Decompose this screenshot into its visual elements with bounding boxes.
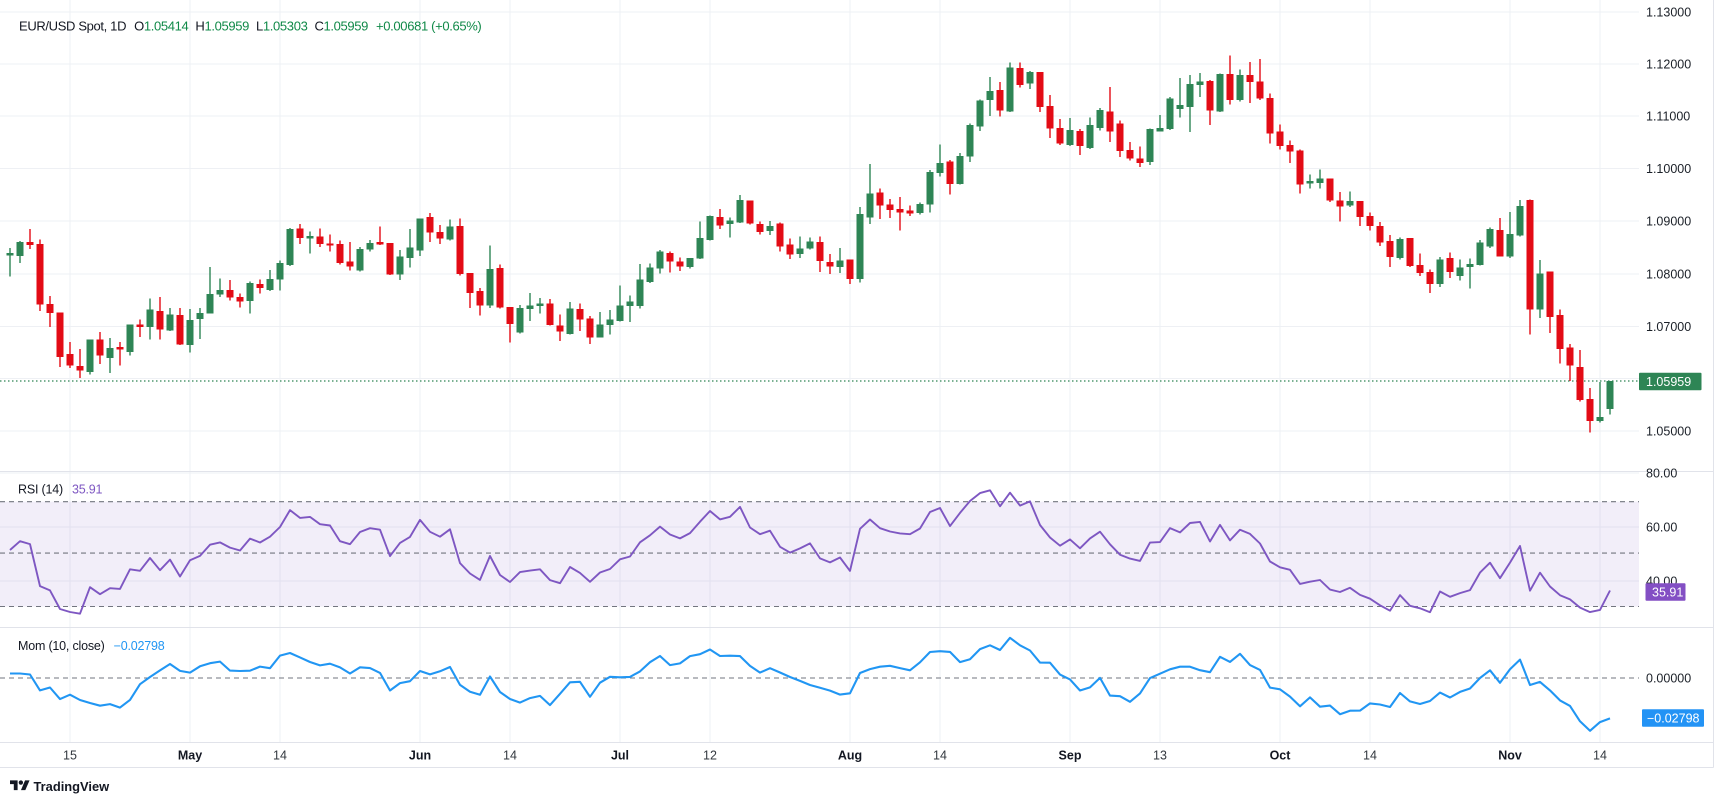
svg-text:1.10000: 1.10000 [1646, 162, 1691, 176]
svg-text:15: 15 [63, 749, 77, 763]
svg-text:14: 14 [1363, 749, 1377, 763]
svg-text:1.11000: 1.11000 [1646, 110, 1690, 124]
svg-text:0.00000: 0.00000 [1646, 672, 1691, 686]
svg-text:35.91: 35.91 [1652, 586, 1683, 600]
svg-text:May: May [178, 749, 202, 763]
svg-text:1.07000: 1.07000 [1646, 320, 1691, 334]
svg-text:80.00: 80.00 [1646, 467, 1677, 481]
svg-text:Jul: Jul [611, 749, 629, 763]
svg-text:−0.02798: −0.02798 [1647, 712, 1700, 726]
svg-text:Oct: Oct [1270, 749, 1292, 763]
svg-text:RSI (14)35.91: RSI (14) 35.91 [18, 483, 102, 497]
svg-text:Aug: Aug [838, 749, 862, 763]
svg-text:Sep: Sep [1059, 749, 1082, 763]
svg-text:1.13000: 1.13000 [1646, 6, 1691, 20]
svg-text:Nov: Nov [1498, 749, 1522, 763]
svg-text:14: 14 [273, 749, 287, 763]
svg-text:1.08000: 1.08000 [1646, 268, 1691, 282]
svg-text:1.05959: 1.05959 [1646, 375, 1691, 389]
svg-text:Mom (10, close)−0.02798: Mom (10, close) −0.02798 [18, 639, 165, 653]
svg-text:60.00: 60.00 [1646, 521, 1677, 535]
svg-text:14: 14 [1593, 749, 1607, 763]
svg-text:12: 12 [703, 749, 717, 763]
svg-text:Jun: Jun [409, 749, 431, 763]
svg-text:1.12000: 1.12000 [1646, 58, 1691, 72]
svg-text:1.05000: 1.05000 [1646, 425, 1691, 439]
svg-text:13: 13 [1153, 749, 1167, 763]
svg-text:TradingView: TradingView [34, 779, 111, 794]
svg-text:14: 14 [933, 749, 947, 763]
svg-text:14: 14 [503, 749, 517, 763]
svg-text:1.09000: 1.09000 [1646, 215, 1691, 229]
